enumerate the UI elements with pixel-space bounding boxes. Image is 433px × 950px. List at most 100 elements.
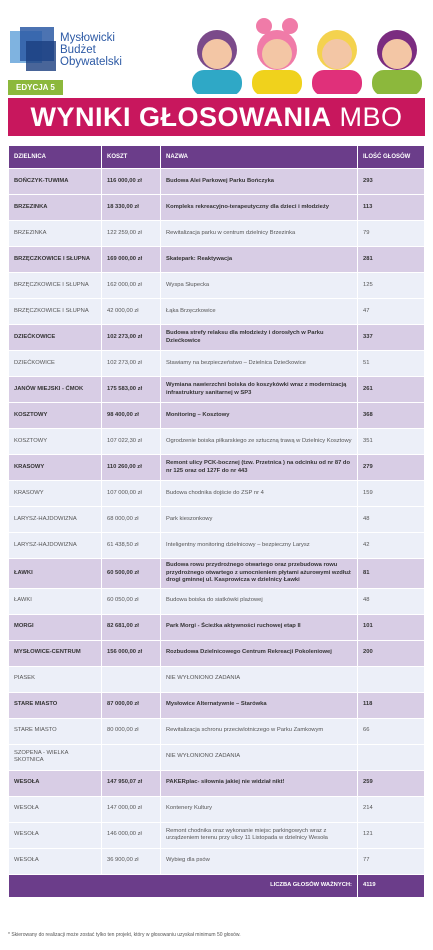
cost-cell: 110 260,00 zł <box>102 455 160 480</box>
logo <box>10 27 56 71</box>
cost-cell: 18 330,00 zł <box>102 195 160 220</box>
name-cell: Skatepark: Reaktywacja <box>161 247 357 272</box>
name-cell: PAKERplac- siłownia jakiej nie widział n… <box>161 770 357 796</box>
district-cell: BRZEZINKA <box>9 221 101 246</box>
column-header: ILOŚĆ GŁOSÓW <box>358 146 424 168</box>
district-cell: STARE MIASTO <box>9 692 101 718</box>
votes-cell: 337 <box>358 325 424 350</box>
table-row: LARYSZ-HAJDOWIZNA 61 438,50 zł Inteligentn… <box>9 533 424 558</box>
cost-cell: 107 022,30 zł <box>102 429 160 454</box>
name-cell: Mysłowice Alternatywnie – Starówka <box>161 692 357 718</box>
name-cell: Rozbudowa Dzielnicowego Centrum Rekreacj… <box>161 640 357 666</box>
name-cell: Park kieszonkowy <box>161 507 357 532</box>
cost-cell <box>102 666 160 692</box>
total-value: 4119 <box>358 874 424 897</box>
name-cell: Łąka Brzęczkowice <box>161 299 357 324</box>
votes-cell: 47 <box>358 299 424 324</box>
votes-cell: 81 <box>358 559 424 588</box>
table-row: BOŃCZYK-TUWIMA 116 000,00 zł Budowa Alei P… <box>9 169 424 194</box>
votes-cell: 125 <box>358 273 424 298</box>
district-cell: DZIEĆKOWICE <box>9 325 101 350</box>
votes-cell: 259 <box>358 770 424 796</box>
table-row: BRZEZINKA 18 330,00 zł Kompleks rekreacyjn… <box>9 195 424 220</box>
district-cell: LARYSZ-HAJDOWIZNA <box>9 533 101 558</box>
name-cell: NIE WYŁONIONO ZADANIA <box>161 744 357 770</box>
table-row: WESOŁA 147 950,07 zł PAKERplac- siłownia j… <box>9 770 424 796</box>
votes-cell: 118 <box>358 692 424 718</box>
name-cell: Kontenery Kultury <box>161 796 357 822</box>
votes-cell: 368 <box>358 403 424 428</box>
cost-cell: 68 000,00 zł <box>102 507 160 532</box>
district-cell: STARE MIASTO <box>9 718 101 744</box>
table-row: KOSZTOWY 107 022,30 zł Ogrodzenie boiska p… <box>9 429 424 454</box>
votes-cell: 121 <box>358 822 424 848</box>
votes-cell: 48 <box>358 507 424 532</box>
district-cell: BRZĘCZKOWICE I SŁUPNA <box>9 247 101 272</box>
name-cell: Ogrodzenie boiska piłkarskiego ze sztucz… <box>161 429 357 454</box>
name-cell: Wybieg dla psów <box>161 848 357 874</box>
district-cell: ŁAWKI <box>9 588 101 614</box>
table-row: KRASOWY 110 260,00 zł Remont ulicy PCK-boc… <box>9 455 424 480</box>
district-cell: PIASEK <box>9 666 101 692</box>
header-row: DZIELNICA KOSZT NAZWA ILOŚĆ GŁOSÓW <box>9 146 424 168</box>
district-cell: WESOŁA <box>9 822 101 848</box>
logo-line: Mysłowicki <box>60 32 115 44</box>
cost-cell: 80 000,00 zł <box>102 718 160 744</box>
cost-cell: 102 273,00 zł <box>102 325 160 350</box>
votes-cell: 293 <box>358 169 424 194</box>
name-cell: Wyspa Słupecka <box>161 273 357 298</box>
name-cell: Budowa chodnika dojście do ZSP nr 4 <box>161 481 357 506</box>
results-table: DZIELNICA KOSZT NAZWA ILOŚĆ GŁOSÓW BOŃCZ… <box>8 145 425 898</box>
district-cell: LARYSZ-HAJDOWIZNA <box>9 507 101 532</box>
table-row: BRZĘCZKOWICE I SŁUPNA 169 000,00 zł Skatep… <box>9 247 424 272</box>
district-cell: JANÓW MIEJSKI - ĆMOK <box>9 377 101 402</box>
votes-cell: 200 <box>358 640 424 666</box>
district-cell: BRZĘCZKOWICE I SŁUPNA <box>9 299 101 324</box>
votes-cell: 66 <box>358 718 424 744</box>
footnote: * Skierowany do realizacji może zostać t… <box>8 932 241 938</box>
table-row: WESOŁA 146 000,00 zł Remont chodnika oraz … <box>9 822 424 848</box>
votes-cell: 77 <box>358 848 424 874</box>
table-row: BRZEZINKA 122 259,00 zł Rewitalizacja park… <box>9 221 424 246</box>
table-row: MORGI 82 681,00 zł Park Morgi - Ścieżka ak… <box>9 614 424 640</box>
cost-cell: 82 681,00 zł <box>102 614 160 640</box>
district-cell: KOSZTOWY <box>9 429 101 454</box>
votes-cell: 42 <box>358 533 424 558</box>
column-header: KOSZT <box>102 146 160 168</box>
cost-cell: 42 000,00 zł <box>102 299 160 324</box>
cost-cell: 36 900,00 zł <box>102 848 160 874</box>
district-cell: DZIEĆKOWICE <box>9 351 101 376</box>
district-cell: WESOŁA <box>9 848 101 874</box>
district-cell: BOŃCZYK-TUWIMA <box>9 169 101 194</box>
votes-cell: 79 <box>358 221 424 246</box>
name-cell: Monitoring – Kosztowy <box>161 403 357 428</box>
name-cell: Wymiana nawierzchni boiska do koszykówki… <box>161 377 357 402</box>
logo-text: Mysłowicki Budżet Obywatelski <box>60 32 122 68</box>
district-cell: WESOŁA <box>9 770 101 796</box>
name-cell: Park Morgi - Ścieżka aktywności ruchowej… <box>161 614 357 640</box>
table-row: WESOŁA 36 900,00 zł Wybieg dla psów 77 <box>9 848 424 874</box>
name-cell: NIE WYŁONIONO ZADANIA <box>161 666 357 692</box>
table-row: SZOPENA - WIELKA SKOTNICA NIE WYŁONIONO Z… <box>9 744 424 770</box>
cost-cell: 60 500,00 zł <box>102 559 160 588</box>
table-row: STARE MIASTO 80 000,00 zł Rewitalizacja sc… <box>9 718 424 744</box>
votes-cell: 48 <box>358 588 424 614</box>
votes-cell <box>358 744 424 770</box>
name-cell: Rewitalizacja schronu przeciwlotniczego … <box>161 718 357 744</box>
column-header: DZIELNICA <box>9 146 101 168</box>
cost-cell: 147 950,07 zł <box>102 770 160 796</box>
illustration <box>192 18 422 94</box>
votes-cell: 261 <box>358 377 424 402</box>
votes-cell: 51 <box>358 351 424 376</box>
table-body: BOŃCZYK-TUWIMA 116 000,00 zł Budowa Alei P… <box>9 169 424 897</box>
table-row: DZIEĆKOWICE 102 273,00 zł Budowa strefy re… <box>9 325 424 350</box>
votes-cell: 214 <box>358 796 424 822</box>
cost-cell: 169 000,00 zł <box>102 247 160 272</box>
cost-cell: 87 000,00 zł <box>102 692 160 718</box>
table-row: LARYSZ-HAJDOWIZNA 68 000,00 zł Park kieszo… <box>9 507 424 532</box>
cost-cell: 146 000,00 zł <box>102 822 160 848</box>
total-row: LICZBA GŁOSÓW WAŻNYCH: 4119 <box>9 874 424 897</box>
votes-cell <box>358 666 424 692</box>
table-row: ŁAWKI 60 500,00 zł Budowa rowu przydrożneg… <box>9 559 424 588</box>
